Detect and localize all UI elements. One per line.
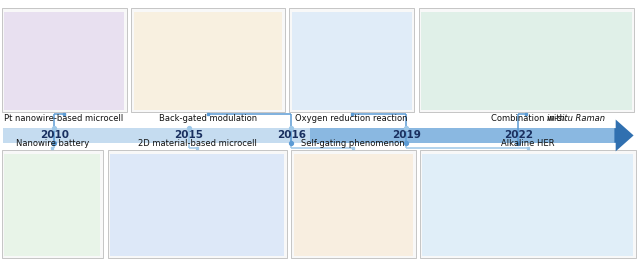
FancyBboxPatch shape bbox=[420, 150, 636, 258]
Text: Back-gated modulation: Back-gated modulation bbox=[159, 114, 257, 123]
Text: Combination with in-situ Raman: Combination with in-situ Raman bbox=[459, 114, 593, 123]
Text: Self-gating phenomenon: Self-gating phenomenon bbox=[301, 139, 405, 148]
FancyBboxPatch shape bbox=[3, 128, 618, 143]
FancyBboxPatch shape bbox=[4, 12, 124, 110]
Text: Oxygen reduction reaction: Oxygen reduction reaction bbox=[295, 114, 408, 123]
Text: 2010: 2010 bbox=[40, 130, 69, 140]
Text: 2019: 2019 bbox=[392, 130, 421, 140]
Text: 2022: 2022 bbox=[504, 130, 533, 140]
FancyBboxPatch shape bbox=[310, 128, 618, 143]
Text: Pt nanowire-based microcell: Pt nanowire-based microcell bbox=[4, 114, 124, 123]
FancyBboxPatch shape bbox=[110, 154, 284, 256]
Text: Nanowire battery: Nanowire battery bbox=[16, 139, 89, 148]
FancyBboxPatch shape bbox=[108, 150, 287, 258]
FancyBboxPatch shape bbox=[2, 150, 103, 258]
FancyBboxPatch shape bbox=[291, 150, 416, 258]
FancyBboxPatch shape bbox=[422, 154, 633, 256]
Text: 2016: 2016 bbox=[276, 130, 306, 140]
FancyArrow shape bbox=[614, 119, 634, 151]
FancyBboxPatch shape bbox=[134, 12, 282, 110]
FancyBboxPatch shape bbox=[419, 8, 634, 112]
Text: 2015: 2015 bbox=[174, 130, 204, 140]
FancyBboxPatch shape bbox=[421, 12, 632, 110]
FancyBboxPatch shape bbox=[2, 8, 127, 112]
FancyBboxPatch shape bbox=[131, 8, 285, 112]
FancyBboxPatch shape bbox=[289, 8, 414, 112]
Text: Alkaline HER: Alkaline HER bbox=[501, 139, 555, 148]
Text: in-situ Raman: in-situ Raman bbox=[547, 114, 605, 123]
Text: 2D material-based microcell: 2D material-based microcell bbox=[138, 139, 257, 148]
FancyBboxPatch shape bbox=[294, 154, 413, 256]
FancyBboxPatch shape bbox=[4, 154, 100, 256]
Text: Combination with: Combination with bbox=[491, 114, 568, 123]
FancyBboxPatch shape bbox=[292, 12, 412, 110]
